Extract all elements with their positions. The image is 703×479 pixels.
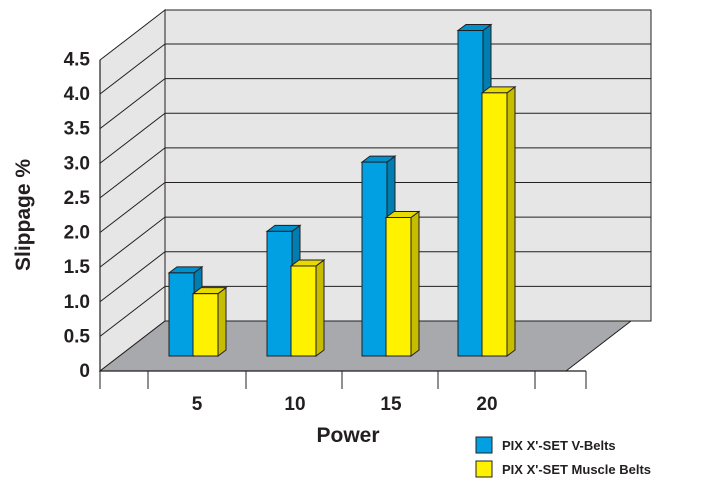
- legend-item-v-belts: PIX X'-SET V-Belts: [476, 437, 616, 453]
- y-tick-label-0: 0: [79, 361, 90, 382]
- y-tick-label-2.5: 2.5: [64, 188, 91, 209]
- bar-muscle-belts-5: [193, 288, 226, 356]
- legend-label-v-belts: PIX X'-SET V-Belts: [502, 438, 616, 453]
- y-tick-label-1.5: 1.5: [64, 257, 91, 278]
- bar-muscle-belts-15: [386, 212, 419, 357]
- legend-label-muscle-belts: PIX X'-SET Muscle Belts: [502, 462, 651, 477]
- y-axis-title: Slippage %: [12, 159, 35, 271]
- bar-muscle-belts-20: [482, 87, 515, 356]
- bar-side: [507, 87, 515, 356]
- bar-side: [218, 288, 226, 356]
- y-tick-labels: 0 0.5 1.0 1.5 2.0 2.5 3.0 3.5 4.0 4.5: [64, 49, 91, 382]
- bar-front: [482, 93, 507, 356]
- y-tick-label-0.5: 0.5: [64, 326, 91, 347]
- y-tick-label-2.0: 2.0: [64, 223, 90, 244]
- legend-swatch-muscle-belts: [476, 461, 492, 477]
- bar-front: [193, 294, 218, 356]
- y-tick-label-3.5: 3.5: [64, 119, 91, 140]
- bar-front: [458, 31, 483, 356]
- x-axis-title: Power: [316, 424, 379, 447]
- bar-front: [386, 218, 411, 357]
- y-tick-label-4.0: 4.0: [64, 84, 90, 105]
- y-tick-label-1.0: 1.0: [64, 292, 90, 313]
- bar-front: [169, 273, 194, 356]
- bar-side: [411, 212, 419, 357]
- y-tick-label-3.0: 3.0: [64, 153, 90, 174]
- bar-side: [316, 260, 324, 356]
- x-tick-label-10: 10: [284, 394, 305, 415]
- legend-item-muscle-belts: PIX X'-SET Muscle Belts: [476, 461, 651, 477]
- x-tick-label-5: 5: [192, 394, 203, 415]
- bar-muscle-belts-10: [291, 260, 324, 356]
- bar-front: [291, 266, 316, 356]
- x-tick-label-15: 15: [380, 394, 402, 415]
- bar-front: [267, 231, 292, 356]
- y-tick-label-4.5: 4.5: [64, 49, 91, 70]
- x-tick-labels: 5 10 15 20: [192, 394, 498, 415]
- legend: PIX X'-SET V-Belts PIX X'-SET Muscle Bel…: [476, 437, 651, 477]
- x-tick-label-20: 20: [476, 394, 497, 415]
- bar-front: [362, 162, 387, 356]
- legend-swatch-v-belts: [476, 437, 492, 453]
